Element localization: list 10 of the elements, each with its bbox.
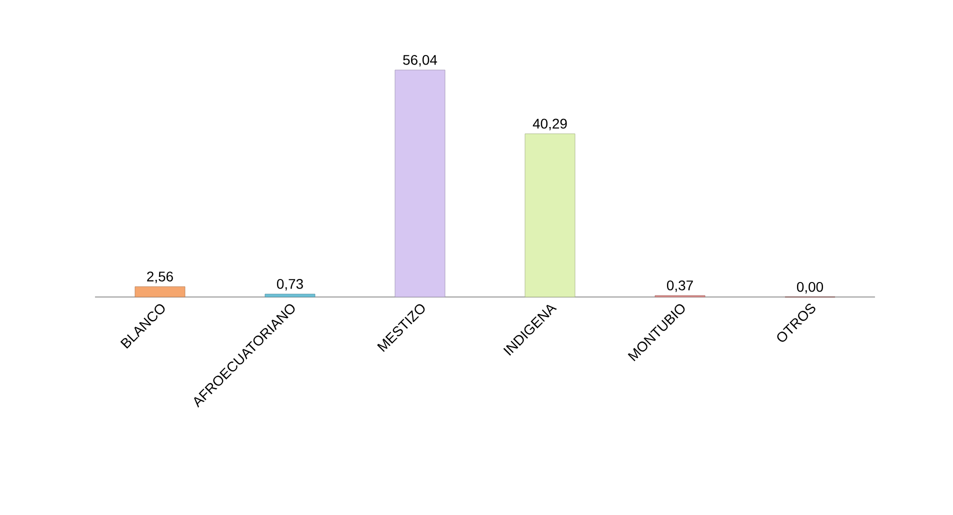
bar	[524, 134, 576, 298]
data-label: 56,04	[403, 54, 438, 66]
bar	[264, 294, 316, 298]
data-label: 40,29	[532, 118, 567, 130]
bar	[394, 70, 446, 298]
data-label: 0,00	[796, 282, 824, 294]
data-label: 0,73	[276, 278, 303, 291]
data-label: 2,56	[147, 272, 173, 284]
data-label: 0,37	[666, 280, 693, 292]
bar	[134, 286, 186, 298]
